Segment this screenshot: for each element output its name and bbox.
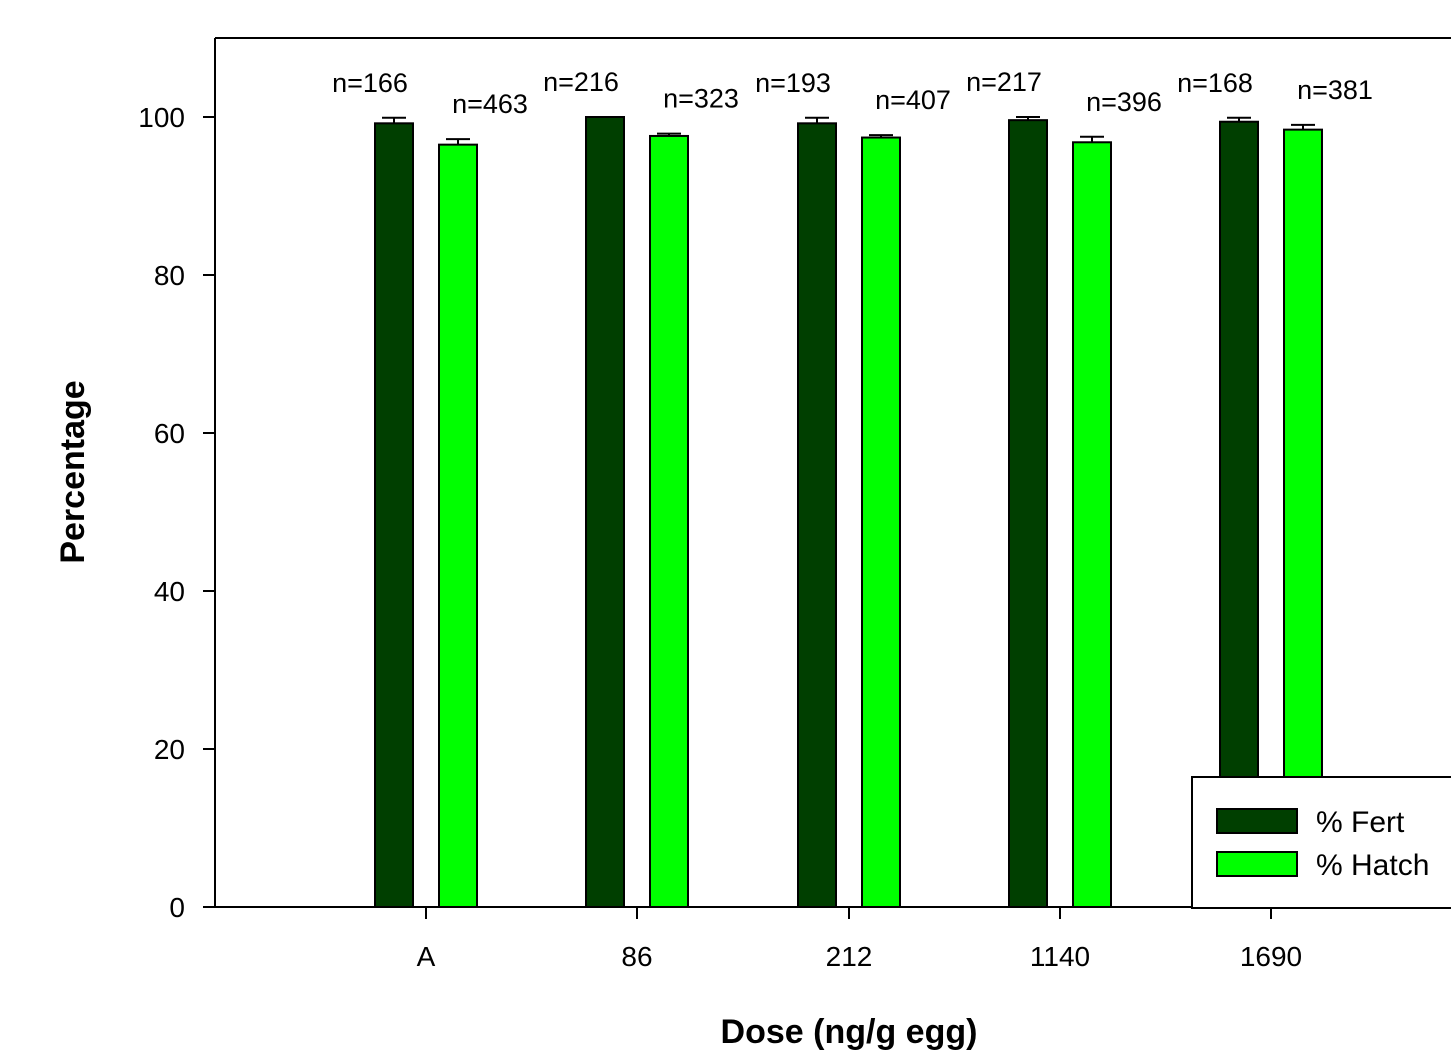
x-tick-label: A <box>417 941 436 972</box>
legend-label-hatch: % Hatch <box>1316 849 1429 882</box>
sample-size-label: n=217 <box>966 67 1042 97</box>
x-tick-label: 1140 <box>1030 941 1090 972</box>
y-tick-label: 100 <box>138 102 185 133</box>
sample-size-label: n=381 <box>1297 75 1373 105</box>
legend-box <box>1191 776 1451 909</box>
sample-size-label: n=396 <box>1086 87 1162 117</box>
sample-size-label: n=166 <box>332 68 408 98</box>
legend-label-fert: % Fert <box>1316 806 1405 839</box>
x-tick-label: 212 <box>826 941 873 972</box>
sample-size-label: n=193 <box>755 68 831 98</box>
y-axis-title: Percentage <box>54 380 92 563</box>
sample-size-label: n=216 <box>543 67 619 97</box>
sample-size-label: n=463 <box>452 89 528 119</box>
bar-fert <box>1008 119 1048 909</box>
bar-fert <box>585 116 625 908</box>
sample-size-label: n=407 <box>875 85 951 115</box>
bar-hatch <box>861 136 901 909</box>
bar-fert <box>374 122 414 908</box>
sample-size-label: n=168 <box>1177 68 1253 98</box>
bar-hatch <box>1072 141 1112 908</box>
x-tick-label: 86 <box>621 941 652 972</box>
x-tick-label: 1690 <box>1240 941 1302 972</box>
y-tick-label: 80 <box>154 260 185 291</box>
y-tick-label: 20 <box>154 734 185 765</box>
y-tick-label: 0 <box>169 892 185 923</box>
bar-hatch <box>649 134 689 908</box>
y-tick-label: 40 <box>154 576 185 607</box>
bar-fert <box>797 122 837 908</box>
legend-swatch-hatch <box>1216 851 1298 877</box>
sample-size-label: n=323 <box>663 84 739 114</box>
legend-swatch-fert <box>1216 808 1298 834</box>
bar-hatch <box>438 143 478 908</box>
y-tick-label: 60 <box>154 418 185 449</box>
x-axis-title: Dose (ng/g egg) <box>721 1013 978 1051</box>
legend: % Fert % Hatch <box>1191 776 1451 909</box>
